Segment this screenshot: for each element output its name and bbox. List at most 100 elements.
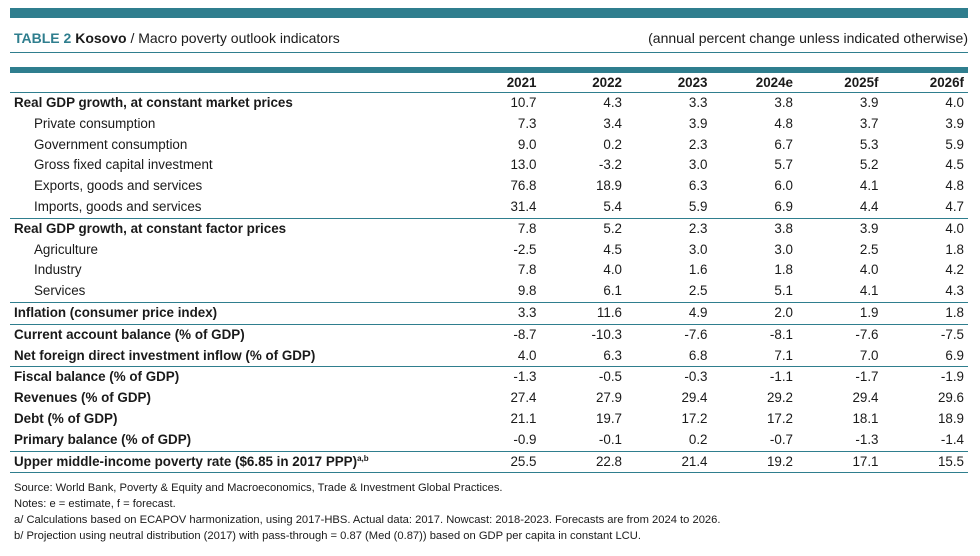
- value-cell: -0.9: [513, 431, 537, 447]
- value-cell: -0.5: [540, 366, 626, 389]
- table-row: Real GDP growth, at constant market pric…: [10, 93, 968, 114]
- value-cell: 3.8: [774, 95, 793, 110]
- value-cell: 4.8: [945, 178, 964, 194]
- table-row: Agriculture -2.5 4.5 3.0 3.0 2.5 1.8: [10, 240, 968, 261]
- value-cell: -10.3: [540, 323, 626, 346]
- row-label-text: Real GDP growth, at constant factor pric…: [14, 220, 287, 236]
- value-cell: -7.6: [797, 323, 883, 346]
- value-cell: 4.0: [859, 262, 879, 278]
- value-cell: -1.7: [797, 366, 883, 389]
- top-color-band: [10, 8, 968, 18]
- value-cell: 3.7: [859, 115, 879, 131]
- row-label: Real GDP growth, at constant market pric…: [10, 93, 455, 114]
- value-cell: 3.0: [688, 157, 708, 173]
- value-cell: -7.5: [882, 323, 968, 346]
- value-cell: 19.2: [711, 450, 797, 474]
- value-cell: 4.0: [945, 95, 964, 110]
- table-number: TABLE 2: [14, 30, 72, 46]
- value-cell: 6.8: [688, 347, 708, 363]
- value-cell: 3.0: [774, 241, 793, 257]
- value-cell: 4.9: [626, 301, 712, 325]
- row-label-text: Revenues (% of GDP): [14, 390, 151, 406]
- table-row: Services 9.8 6.1 2.5 5.1 4.1 4.3: [10, 281, 968, 302]
- value-cell: 6.3: [688, 178, 708, 194]
- value-cell: -1.3: [855, 431, 879, 447]
- value-cell: 6.7: [774, 136, 793, 152]
- row-label: Net foreign direct investment inflow (% …: [10, 346, 455, 367]
- row-label: Current account balance (% of GDP): [10, 323, 455, 346]
- value-cell: 4.4: [859, 198, 879, 214]
- value-cell: 5.2: [540, 217, 626, 240]
- row-label-text: Services: [34, 283, 86, 299]
- value-cell: 21.1: [510, 410, 537, 426]
- row-label: Upper middle-income poverty rate ($6.85 …: [10, 450, 455, 474]
- value-cell: 2.5: [688, 283, 708, 299]
- value-cell: 9.8: [517, 283, 537, 299]
- year-header: 2025f: [797, 73, 883, 93]
- value-cell: 27.9: [595, 390, 622, 406]
- value-cell: 5.3: [859, 136, 879, 152]
- row-label-text: Government consumption: [34, 136, 188, 152]
- row-label-text: Industry: [34, 262, 82, 278]
- value-cell: 76.8: [510, 178, 537, 194]
- row-label: Services: [10, 281, 455, 302]
- country-name: Kosovo: [75, 30, 127, 46]
- row-label: Real GDP growth, at constant factor pric…: [10, 217, 455, 240]
- table-row: Revenues (% of GDP) 27.4 27.9 29.4 29.2 29.4 2…: [10, 388, 968, 409]
- table-row: Inflation (consumer price index) 3.3 11.6 4…: [10, 301, 968, 325]
- value-cell: 18.9: [595, 178, 622, 194]
- row-label: Government consumption: [10, 135, 455, 156]
- indicators-table-container: 2021 2022 2023 2024e 2025f 2026f Real GDP gro…: [10, 67, 968, 474]
- value-cell: 7.0: [859, 347, 879, 363]
- value-cell: 4.3: [945, 283, 964, 299]
- value-cell: 29.4: [852, 390, 879, 406]
- value-cell: -8.1: [711, 323, 797, 346]
- table-body: Real GDP growth, at constant market pric…: [10, 93, 968, 474]
- row-label-text: Net foreign direct investment inflow (% …: [14, 347, 316, 363]
- value-cell: 3.4: [603, 115, 622, 131]
- value-cell: 29.2: [766, 390, 793, 406]
- value-cell: 6.0: [774, 178, 793, 194]
- value-cell: -1.1: [711, 366, 797, 389]
- row-label: Imports, goods and services: [10, 197, 455, 218]
- title-divider: [10, 52, 968, 53]
- value-cell: 10.7: [510, 95, 537, 110]
- table-row: Debt (% of GDP) 21.1 19.7 17.2 17.2 18.1 18.9: [10, 409, 968, 430]
- row-label-text: Upper middle-income poverty rate ($6.85 …: [14, 453, 358, 469]
- value-cell: 1.8: [945, 241, 964, 257]
- value-cell: 7.1: [774, 347, 793, 363]
- value-cell: 4.0: [603, 262, 622, 278]
- value-cell: 1.9: [797, 301, 883, 325]
- note-line: a/ Calculations based on ECAPOV harmoniz…: [14, 514, 721, 526]
- value-cell: 27.4: [510, 390, 537, 406]
- value-cell: 9.0: [517, 136, 537, 152]
- row-label-text: Fiscal balance (% of GDP): [14, 369, 180, 385]
- value-cell: -0.1: [598, 431, 622, 447]
- table-row: Net foreign direct investment inflow (% …: [10, 346, 968, 367]
- row-label-text: Exports, goods and services: [34, 178, 203, 194]
- row-label: Debt (% of GDP): [10, 409, 455, 430]
- value-cell: 19.7: [595, 410, 622, 426]
- value-cell: 11.6: [540, 301, 626, 325]
- row-label-text: Imports, goods and services: [34, 198, 202, 214]
- table-row: Exports, goods and services 76.8 18.9 6.3 6.…: [10, 176, 968, 197]
- value-cell: 31.4: [510, 198, 537, 214]
- value-cell: 6.3: [603, 347, 622, 363]
- value-cell: 4.1: [859, 178, 879, 194]
- row-label-text: Private consumption: [34, 115, 156, 131]
- value-cell: -8.7: [455, 323, 541, 346]
- value-cell: 1.6: [688, 262, 708, 278]
- value-cell: 1.8: [774, 262, 793, 278]
- value-cell: 17.1: [797, 450, 883, 474]
- value-cell: -1.4: [940, 431, 964, 447]
- row-label: Primary balance (% of GDP): [10, 430, 455, 451]
- row-label-text: Real GDP growth, at constant market pric…: [14, 95, 293, 110]
- value-cell: 5.9: [945, 136, 964, 152]
- row-label-text: Primary balance (% of GDP): [14, 431, 192, 447]
- value-cell: 2.0: [711, 301, 797, 325]
- value-cell: 3.0: [688, 241, 708, 257]
- value-cell: -1.9: [882, 366, 968, 389]
- value-cell: 6.9: [774, 198, 793, 214]
- value-cell: 4.3: [603, 95, 622, 110]
- value-cell: 29.4: [681, 390, 708, 406]
